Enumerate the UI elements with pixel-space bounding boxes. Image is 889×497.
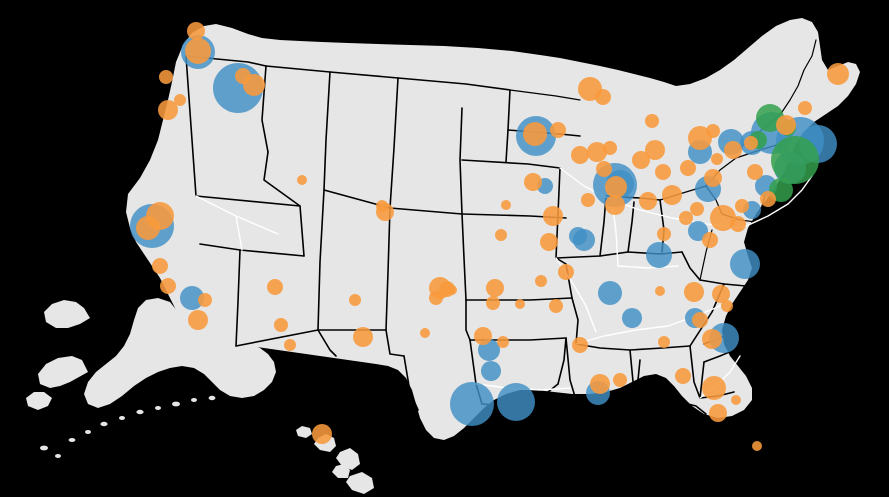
aleutian-islands <box>40 395 216 458</box>
conus-land <box>126 18 860 440</box>
land-layer <box>26 18 860 494</box>
hawaii-land <box>296 426 374 494</box>
